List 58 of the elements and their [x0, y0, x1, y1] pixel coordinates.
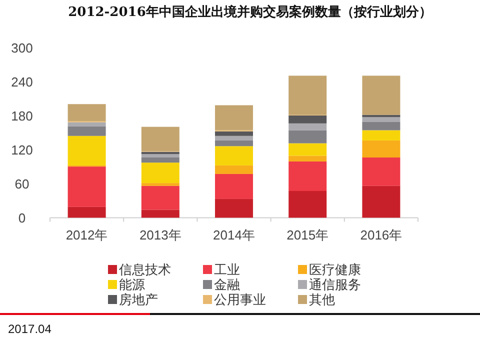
legend-label: 房地产	[119, 292, 158, 307]
bar	[362, 130, 400, 140]
y-tick-label: 180	[11, 108, 33, 124]
bar	[288, 123, 327, 130]
bar	[141, 162, 180, 184]
bar	[215, 198, 253, 218]
bar	[141, 186, 180, 210]
bar	[215, 136, 253, 140]
legend-label: 金融	[214, 277, 240, 292]
bar	[68, 136, 106, 166]
bar	[215, 140, 253, 146]
bar	[362, 157, 400, 186]
y-tick-label: 300	[11, 40, 33, 56]
bar	[362, 76, 400, 115]
bar	[288, 191, 327, 218]
legend-label: 通信服务	[309, 277, 361, 292]
bar	[215, 131, 253, 136]
bar	[288, 76, 327, 115]
legend-label: 能源	[119, 277, 145, 292]
bar	[215, 146, 253, 166]
y-tick-label: 120	[11, 142, 33, 158]
bar	[362, 140, 400, 158]
bar	[362, 117, 400, 122]
bar	[362, 186, 400, 218]
bar	[68, 104, 106, 122]
x-tick-label: 2012年	[66, 228, 108, 243]
bar	[141, 183, 180, 186]
legend-label: 工业	[214, 262, 240, 277]
bar	[141, 126, 180, 152]
y-tick-label: 60	[14, 176, 30, 192]
bar	[68, 126, 106, 136]
bar	[288, 130, 327, 144]
legend-label: 其他	[309, 292, 335, 307]
bar	[288, 161, 327, 192]
x-tick-label: 2014年	[213, 228, 255, 243]
text: 2017.04	[8, 322, 52, 336]
x-tick-label: 2015年	[286, 228, 329, 243]
chart-title: 2012-2016年中国企业出境并购交易案例数量（按行业划分）	[67, 4, 433, 22]
bar	[141, 154, 180, 158]
bar	[68, 122, 106, 126]
y-tick-label: 0	[18, 210, 26, 226]
bar	[215, 174, 253, 199]
bar	[362, 122, 400, 130]
bar	[68, 206, 106, 218]
y-tick-label: 240	[11, 74, 33, 90]
bar	[215, 105, 253, 130]
x-tick-label: 2013年	[139, 228, 182, 243]
bar	[215, 165, 253, 174]
legend-label: 公用事业	[214, 292, 266, 307]
legend-label: 医疗健康	[309, 262, 361, 277]
bar	[288, 156, 327, 162]
bar	[141, 210, 180, 218]
bar	[68, 166, 106, 207]
bar	[288, 143, 327, 156]
bar	[141, 157, 180, 163]
x-tick-label: 2016年	[360, 228, 402, 243]
legend-label: 信息技术	[119, 262, 171, 277]
bar	[288, 115, 327, 124]
